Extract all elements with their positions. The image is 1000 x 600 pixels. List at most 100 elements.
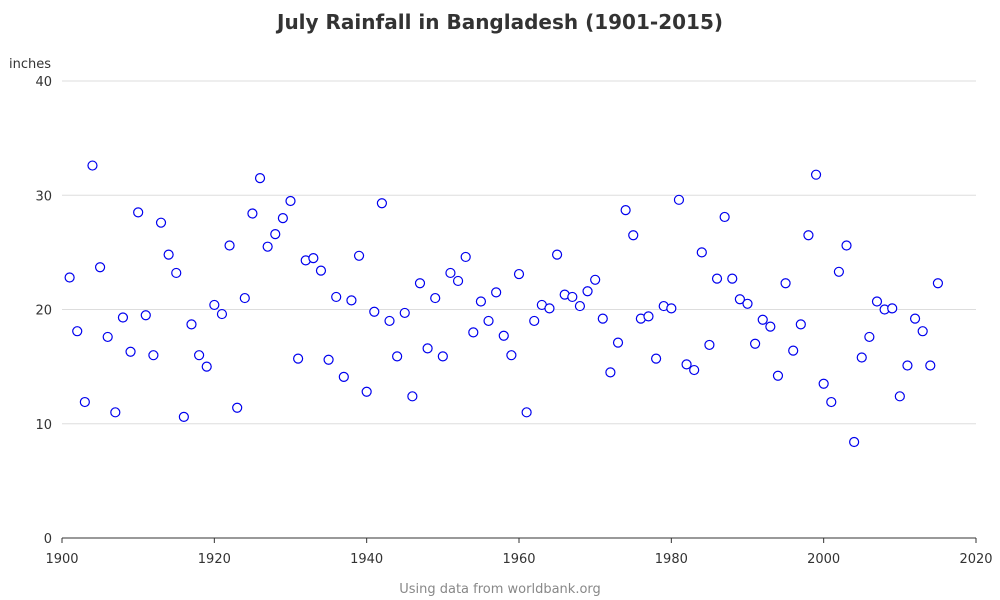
data-point bbox=[841, 240, 852, 251]
y-tick-label: 0 bbox=[44, 532, 52, 547]
data-point bbox=[704, 339, 715, 351]
data-point bbox=[803, 230, 814, 241]
data-point bbox=[696, 247, 707, 258]
y-tick-label: 30 bbox=[35, 189, 52, 204]
data-point bbox=[430, 292, 441, 304]
data-point bbox=[171, 267, 182, 279]
data-point bbox=[856, 352, 867, 363]
data-point bbox=[887, 303, 898, 314]
x-tick-label: 2000 bbox=[807, 552, 840, 567]
data-point bbox=[125, 346, 136, 357]
x-tick-label: 2020 bbox=[959, 552, 992, 567]
data-point bbox=[407, 391, 418, 402]
data-point bbox=[521, 407, 532, 418]
data-point bbox=[163, 249, 174, 260]
data-point bbox=[620, 205, 631, 216]
data-point bbox=[186, 319, 197, 330]
x-tick-label: 1900 bbox=[45, 552, 78, 567]
data-point bbox=[673, 194, 685, 205]
data-point bbox=[445, 267, 456, 279]
data-point bbox=[384, 315, 395, 327]
data-point bbox=[788, 345, 799, 356]
data-point bbox=[437, 351, 448, 362]
data-point bbox=[72, 326, 83, 337]
y-tick-label: 40 bbox=[35, 75, 52, 90]
data-point bbox=[64, 272, 75, 283]
gridlines bbox=[62, 80, 976, 425]
data-point bbox=[422, 343, 433, 354]
x-tick-label: 1940 bbox=[350, 552, 383, 567]
data-point bbox=[734, 294, 745, 305]
data-point bbox=[765, 321, 776, 332]
x-tick-label: 1960 bbox=[502, 552, 535, 567]
data-point bbox=[102, 331, 113, 343]
data-point bbox=[826, 396, 837, 408]
axes: 0 10 20 30 40 1900 1920 1940 1960 1980 2000 2020 bbox=[35, 75, 992, 567]
data-point bbox=[551, 249, 563, 260]
data-point bbox=[567, 291, 578, 303]
data-point bbox=[376, 198, 387, 209]
data-point bbox=[277, 213, 288, 224]
data-point bbox=[399, 307, 410, 319]
data-point bbox=[452, 275, 464, 287]
data-point bbox=[247, 208, 258, 219]
data-point bbox=[224, 240, 235, 251]
data-point bbox=[757, 314, 768, 325]
data-point bbox=[681, 359, 692, 370]
data-point bbox=[194, 350, 205, 361]
data-point bbox=[666, 303, 677, 314]
data-points bbox=[64, 160, 944, 448]
data-point bbox=[932, 278, 944, 289]
data-point bbox=[460, 251, 471, 263]
data-point bbox=[178, 411, 189, 422]
data-point bbox=[254, 173, 266, 184]
chart-title: July Rainfall in Bangladesh (1901-2015) bbox=[277, 10, 723, 34]
data-point bbox=[810, 169, 822, 180]
data-point bbox=[818, 378, 829, 389]
data-point bbox=[742, 298, 753, 309]
data-point bbox=[483, 315, 494, 327]
data-point bbox=[209, 299, 220, 311]
data-point bbox=[201, 361, 212, 372]
data-point bbox=[232, 402, 243, 413]
data-point bbox=[361, 386, 372, 397]
data-point bbox=[392, 351, 403, 362]
data-point bbox=[612, 337, 624, 348]
data-point bbox=[353, 250, 365, 261]
data-point bbox=[270, 228, 281, 240]
data-point bbox=[133, 207, 144, 218]
data-point bbox=[833, 266, 845, 277]
data-point bbox=[293, 353, 304, 364]
source-note: Using data from worldbank.org bbox=[399, 582, 601, 597]
data-point bbox=[148, 350, 159, 361]
data-point bbox=[308, 252, 319, 264]
data-point bbox=[216, 308, 228, 320]
data-point bbox=[140, 310, 151, 321]
data-point bbox=[346, 295, 357, 306]
data-point bbox=[727, 273, 738, 284]
data-point bbox=[628, 230, 639, 241]
data-point bbox=[94, 262, 106, 273]
data-point bbox=[711, 273, 723, 284]
data-point bbox=[369, 306, 380, 317]
data-point bbox=[285, 195, 296, 207]
data-point bbox=[849, 436, 860, 448]
data-point bbox=[262, 241, 273, 252]
data-point bbox=[597, 313, 608, 324]
x-tick-label: 1980 bbox=[655, 552, 688, 567]
data-point bbox=[590, 274, 601, 285]
data-point bbox=[650, 353, 662, 364]
data-point bbox=[574, 300, 586, 312]
data-point bbox=[117, 312, 129, 323]
data-point bbox=[605, 367, 616, 378]
x-tick-label: 1920 bbox=[198, 552, 231, 567]
data-point bbox=[323, 354, 334, 365]
data-point bbox=[750, 338, 761, 349]
data-point bbox=[909, 313, 921, 324]
data-point bbox=[894, 391, 905, 402]
data-point bbox=[338, 371, 349, 383]
data-point bbox=[871, 296, 883, 307]
data-point bbox=[155, 217, 167, 228]
data-point bbox=[79, 396, 90, 408]
